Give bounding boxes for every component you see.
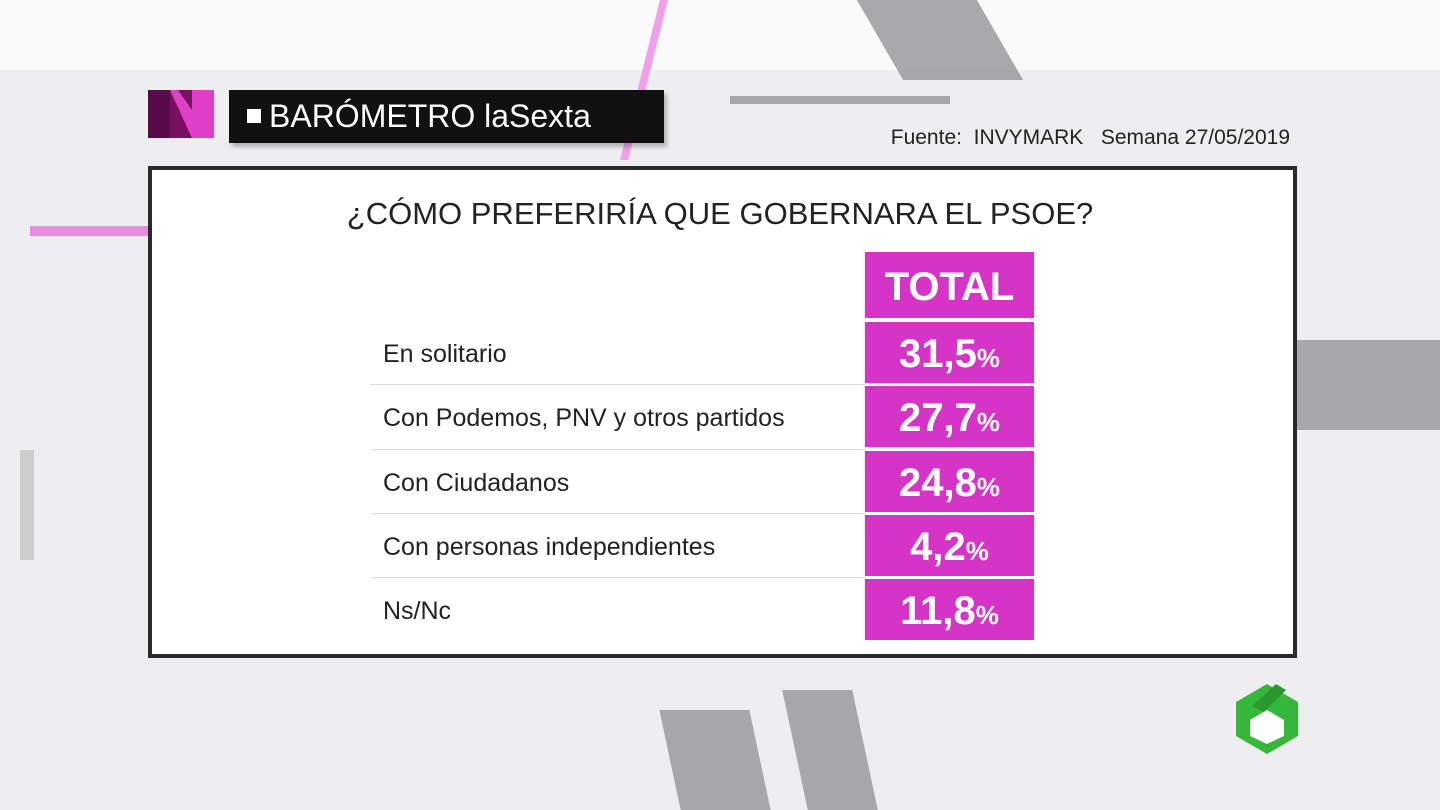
row-label: Con Ciudadanos	[383, 468, 570, 497]
row-label: En solitario	[383, 340, 507, 368]
row-value: 4,2%	[865, 514, 1034, 576]
bg-band	[0, 0, 1440, 70]
bg-shape	[30, 226, 148, 236]
value-number: 11,8	[900, 589, 976, 634]
value-unit: %	[975, 600, 999, 631]
value-number: 27,7	[899, 396, 977, 441]
row-separator	[370, 512, 865, 514]
logo	[148, 90, 214, 138]
source: Fuente: INVYMARK	[890, 126, 1084, 149]
row-label: Con Podemos, PNV y otros partidos	[383, 404, 785, 433]
bg-shape	[782, 690, 878, 810]
bg-shape	[730, 96, 950, 104]
row-value: 31,5%	[865, 322, 1034, 383]
title-bar: BARÓMETRO laSexta	[229, 90, 664, 143]
title: BARÓMETRO laSexta	[269, 98, 591, 134]
table-box	[148, 166, 1297, 658]
channel-logo	[1236, 684, 1298, 754]
row-value: 27,7%	[865, 386, 1034, 448]
row-separator	[370, 448, 865, 450]
row-value: 11,8%	[865, 579, 1034, 641]
question: ¿CÓMO PREFERIRÍA QUE GOBERNARA EL PSOE?	[346, 196, 1094, 231]
row-separator	[370, 577, 865, 579]
value-number: 31,5	[899, 332, 977, 376]
value-number: 24,8	[899, 460, 977, 505]
week: Semana 27/05/2019	[1100, 126, 1290, 149]
value-unit: %	[976, 407, 1000, 438]
row-separator	[370, 384, 865, 386]
value-number: 4,2	[910, 524, 966, 569]
bg-shape	[1293, 340, 1440, 430]
bg-shape	[659, 710, 771, 810]
column-header: TOTAL	[865, 252, 1034, 318]
value-unit: %	[976, 471, 1000, 502]
row-label: Con personas independientes	[383, 532, 716, 561]
value-unit: %	[965, 535, 989, 566]
row-value: 24,8%	[865, 450, 1034, 512]
source-line: Fuente: INVYMARK Semana 27/05/2019	[891, 126, 1290, 150]
bg-shape	[20, 450, 34, 560]
value-unit: %	[976, 343, 1000, 373]
row-label: Ns/Nc	[383, 597, 452, 626]
